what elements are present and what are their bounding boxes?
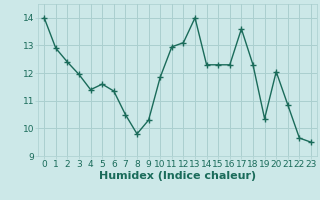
X-axis label: Humidex (Indice chaleur): Humidex (Indice chaleur) (99, 171, 256, 181)
